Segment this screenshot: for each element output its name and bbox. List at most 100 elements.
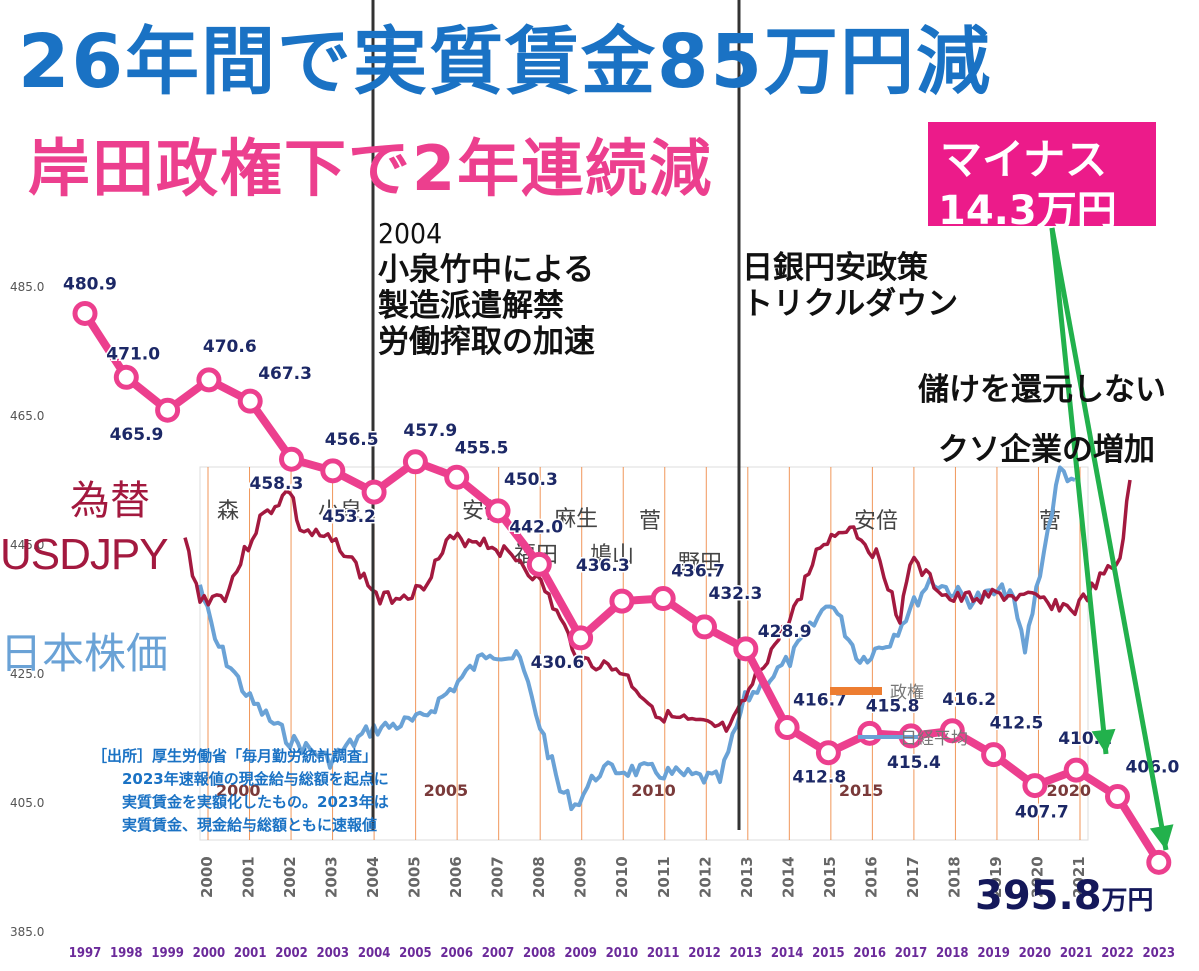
arrow-to-2022 — [1049, 227, 1109, 755]
x-tick-label: 2019 — [977, 946, 1010, 961]
wage-point — [485, 498, 511, 524]
wage-point — [1146, 849, 1172, 875]
x-tick-label: 2017 — [895, 946, 928, 961]
inset-x-tick: 2019 — [987, 856, 1005, 898]
x-tick-label: 2005 — [399, 946, 432, 961]
x-tick-label: 2014 — [771, 946, 804, 961]
usdjpy-label: USDJPY — [0, 530, 169, 579]
inset-x-tick: 2005 — [406, 856, 424, 898]
x-tick-label: 2001 — [234, 946, 267, 961]
wage-point — [939, 718, 965, 744]
x-tick-label: 2007 — [482, 946, 515, 961]
inset-x-tick: 2016 — [862, 856, 880, 898]
companies-line-1: 儲けを還元しない — [918, 372, 1166, 408]
wage-data-label: 458.3 — [250, 474, 304, 494]
koizumi-line-1: 小泉竹中による — [378, 252, 595, 288]
wage-data-label: 480.9 — [63, 274, 117, 294]
wage-point — [981, 742, 1007, 768]
x-tick-label: 2015 — [812, 946, 845, 961]
wage-point — [526, 551, 552, 577]
inset-x-tick: 2013 — [738, 856, 756, 898]
wage-data-label: 467.3 — [258, 364, 312, 384]
wage-data-label: 455.5 — [455, 438, 509, 458]
inset-decade-label: 2015 — [839, 781, 884, 800]
inset-x-tick: 2018 — [945, 856, 963, 898]
wage-point — [1105, 784, 1130, 810]
koizumi-line-2: 製造派遣解禁 — [378, 288, 564, 324]
x-tick-label: 2013 — [730, 946, 763, 961]
inset-x-tick: 2009 — [572, 856, 590, 898]
administration-label: 鳩山 — [590, 543, 634, 568]
inset-x-tick: 2011 — [655, 856, 673, 898]
administration-label: 小泉 — [318, 499, 362, 524]
wage-point — [692, 614, 717, 640]
inset-decade-label: 2020 — [1046, 781, 1091, 800]
x-tick-label: 2006 — [440, 946, 473, 961]
wage-data-label: 430.6 — [531, 653, 585, 673]
y-tick-label: 405.0 — [10, 796, 44, 810]
x-tick-label: 2016 — [853, 946, 886, 961]
fx-label: 為替 — [70, 478, 150, 524]
x-tick-label: 1997 — [69, 946, 102, 961]
koizumi-line-3: 労働搾取の加速 — [378, 324, 595, 360]
x-tick-label: 2012 — [688, 946, 721, 961]
decline-badge: マイナス 14.3万円 — [928, 122, 1156, 234]
wage-point — [609, 588, 635, 614]
companies-annotation: 儲けを還元しない クソ企業の増加 — [918, 360, 1166, 480]
source-line-3: 実質賃金を実額化したもの。2023年は — [122, 793, 389, 811]
decline-badge-line1: マイナス — [940, 135, 1108, 184]
koizumi-year: 2004 — [378, 217, 443, 250]
wage-data-label: 442.0 — [509, 517, 563, 537]
decline-badge-line2: 14.3万円 — [938, 188, 1117, 234]
wage-point — [733, 636, 759, 662]
inset-x-tick: 2002 — [281, 856, 299, 898]
inset-x-tick: 2007 — [489, 856, 507, 898]
wage-point — [444, 464, 470, 490]
x-tick-label: 2023 — [1143, 946, 1176, 961]
inset-x-tick: 2004 — [364, 856, 382, 898]
wage-point — [361, 479, 387, 505]
headline-title: 26年間で実質賃金85万円減 — [18, 19, 992, 105]
koizumi-annotation: 2004 小泉竹中による 製造派遣解禁 労働搾取の加速 — [378, 216, 595, 360]
x-tick-label: 2022 — [1101, 946, 1134, 961]
x-tick-label: 2009 — [564, 946, 597, 961]
wage-data-label: 465.9 — [110, 425, 164, 445]
inset-x-tick: 2003 — [323, 856, 341, 898]
inset-x-tick: 2017 — [904, 856, 922, 898]
wage-point — [857, 720, 883, 746]
wage-point — [568, 625, 594, 651]
wage-point — [320, 458, 346, 484]
inset-decade-label: 2010 — [631, 781, 676, 800]
y-tick-label: 485.0 — [10, 280, 44, 294]
inset-x-tick: 2020 — [1028, 856, 1046, 898]
headline-subtitle: 岸田政権下で2年連続減 — [28, 132, 714, 205]
wage-data-label: 428.9 — [758, 622, 812, 642]
nikkei-legend-swatch — [858, 735, 918, 739]
wage-point — [402, 449, 428, 475]
administration-label: 菅 — [639, 509, 661, 534]
inset-x-tick: 2010 — [613, 856, 631, 898]
wage-data-label: 412.5 — [990, 714, 1044, 734]
inset-x-tick: 2001 — [240, 856, 258, 898]
abe-line-2: トリクルダウン — [742, 286, 959, 322]
administration-label: 野田 — [678, 551, 722, 576]
abe-line-1: 日銀円安政策 — [742, 250, 928, 286]
wage-data-label: 407.7 — [1015, 803, 1069, 823]
x-tick-label: 2000 — [193, 946, 226, 961]
wage-data-label: 471.0 — [106, 344, 160, 364]
administration-label: 森 — [217, 499, 239, 524]
wage-data-label: 450.3 — [504, 470, 558, 490]
x-tick-label: 1999 — [151, 946, 184, 961]
wage-data-label: 453.2 — [322, 507, 376, 527]
y-tick-label: 385.0 — [10, 925, 44, 939]
final-value-unit: 万円 — [1101, 886, 1154, 916]
wage-point — [1022, 773, 1048, 799]
abe-annotation: 日銀円安政策 トリクルダウン — [742, 250, 958, 322]
inset-x-tick: 2021 — [1070, 856, 1088, 898]
wage-point — [113, 364, 139, 390]
inset-frame — [199, 466, 1089, 841]
wage-point — [650, 586, 676, 612]
wage-point — [155, 397, 181, 423]
